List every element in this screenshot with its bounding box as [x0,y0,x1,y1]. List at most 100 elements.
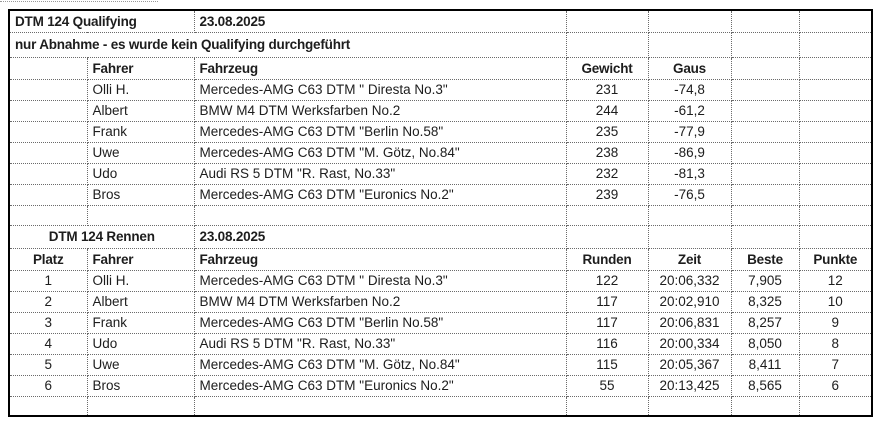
empty-cell [8,99,88,122]
platz-cell: 2 [8,290,88,313]
qualifying-row: Uwe Mercedes-AMG C63 DTM "M. Götz, No.84… [8,141,873,164]
fahrzeug-cell: BMW M4 DTM Werksfarben No.2 [193,290,567,313]
fahrzeug-cell: Mercedes-AMG C63 DTM "M. Götz, No.84" [193,353,567,376]
fahrer-cell: Olli H. [86,269,195,292]
qualifying-header-row: Fahrer Fahrzeug Gewicht Gaus [8,56,873,80]
fahrzeug-cell: Audi RS 5 DTM "R. Rast, No.33" [193,162,567,185]
beste-cell: 8,325 [730,290,800,313]
runden-cell: 115 [565,353,649,376]
empty-cell [565,9,649,33]
qualifying-header-fahrer: Fahrer [86,56,195,80]
empty-cell [798,162,873,185]
race-row: 6 Bros Mercedes-AMG C63 DTM "Euronics No… [8,374,873,397]
qualifying-header-gewicht: Gewicht [565,56,649,80]
fahrer-cell: Olli H. [86,78,195,101]
empty-cell [798,204,873,226]
empty-cell [193,395,567,417]
empty-cell [798,78,873,101]
zeit-cell: 20:06,332 [647,269,732,292]
empty-cell [8,78,88,101]
race-title: DTM 124 Rennen [8,224,195,249]
runden-cell: 117 [565,311,649,334]
punkte-cell: 8 [798,332,873,355]
qualifying-row: Frank Mercedes-AMG C63 DTM "Berlin No.58… [8,120,873,143]
empty-cell [798,56,873,80]
race-header-fahrzeug: Fahrzeug [193,247,567,271]
qualifying-row: Olli H. Mercedes-AMG C63 DTM " Diresta N… [8,78,873,101]
empty-cell [86,204,195,226]
empty-cell [730,204,800,226]
platz-cell: 6 [8,374,88,397]
punkte-cell: 10 [798,290,873,313]
empty-cell [798,99,873,122]
qualifying-header-gaus: Gaus [647,56,732,80]
race-header-punkte: Punkte [798,247,873,271]
empty-cell [565,204,649,226]
fahrer-cell: Bros [86,374,195,397]
zeit-cell: 20:06,831 [647,311,732,334]
gaus-cell: -74,8 [647,78,732,101]
beste-cell: 7,905 [730,269,800,292]
gaus-cell: -81,3 [647,162,732,185]
empty-cell [798,224,873,249]
empty-cell [8,141,88,164]
race-row: 3 Frank Mercedes-AMG C63 DTM "Berlin No.… [8,311,873,334]
race-header-row: Platz Fahrer Fahrzeug Runden Zeit Beste … [8,247,873,271]
empty-cell [798,120,873,143]
qualifying-note-row: nur Abnahme - es wurde kein Qualifying d… [8,31,873,58]
race-row: 2 Albert BMW M4 DTM Werksfarben No.2 117… [8,290,873,313]
fahrer-cell: Frank [86,311,195,334]
fahrzeug-cell: Mercedes-AMG C63 DTM "Berlin No.58" [193,120,567,143]
fahrzeug-cell: Mercedes-AMG C63 DTM "Euronics No.2" [193,183,567,206]
empty-cell [565,395,649,417]
empty-cell [730,31,800,58]
empty-cell [647,224,732,249]
fahrzeug-cell: Mercedes-AMG C63 DTM "Berlin No.58" [193,311,567,334]
fahrer-cell: Uwe [86,353,195,376]
runden-cell: 117 [565,290,649,313]
race-row: 4 Udo Audi RS 5 DTM "R. Rast, No.33" 116… [8,332,873,355]
empty-cell [798,31,873,58]
empty-cell [730,9,800,33]
platz-cell: 1 [8,269,88,292]
beste-cell: 8,050 [730,332,800,355]
empty-cell [798,183,873,206]
qualifying-title-row: DTM 124 Qualifying 23.08.2025 [8,9,873,33]
gaus-cell: -77,9 [647,120,732,143]
empty-cell [798,395,873,417]
empty-cell [647,31,732,58]
fahrzeug-cell: Audi RS 5 DTM "R. Rast, No.33" [193,332,567,355]
empty-cell [647,395,732,417]
gewicht-cell: 235 [565,120,649,143]
gewicht-cell: 244 [565,99,649,122]
gewicht-cell: 232 [565,162,649,185]
empty-cell [8,120,88,143]
race-title-row: DTM 124 Rennen 23.08.2025 [8,224,873,249]
race-header-runden: Runden [565,247,649,271]
empty-cell [730,183,800,206]
fahrzeug-cell: Mercedes-AMG C63 DTM " Diresta No.3" [193,78,567,101]
qualifying-row: Bros Mercedes-AMG C63 DTM "Euronics No.2… [8,183,873,206]
punkte-cell: 12 [798,269,873,292]
platz-cell: 3 [8,311,88,334]
fahrer-cell: Udo [86,162,195,185]
fahrer-cell: Bros [86,183,195,206]
gaus-cell: -61,2 [647,99,732,122]
empty-cell [730,99,800,122]
results-table: DTM 124 Qualifying 23.08.2025 nur Abnahm… [8,9,874,417]
empty-cell [730,162,800,185]
race-header-platz: Platz [8,247,88,271]
qualifying-date: 23.08.2025 [193,9,567,33]
runden-cell: 55 [565,374,649,397]
fahrzeug-cell: Mercedes-AMG C63 DTM "Euronics No.2" [193,374,567,397]
platz-cell: 5 [8,353,88,376]
zeit-cell: 20:02,910 [647,290,732,313]
qualifying-note: nur Abnahme - es wurde kein Qualifying d… [8,31,567,58]
empty-cell [798,9,873,33]
empty-cell [8,395,88,417]
runden-cell: 122 [565,269,649,292]
fahrer-cell: Albert [86,99,195,122]
fahrer-cell: Uwe [86,141,195,164]
punkte-cell: 7 [798,353,873,376]
empty-cell [730,120,800,143]
